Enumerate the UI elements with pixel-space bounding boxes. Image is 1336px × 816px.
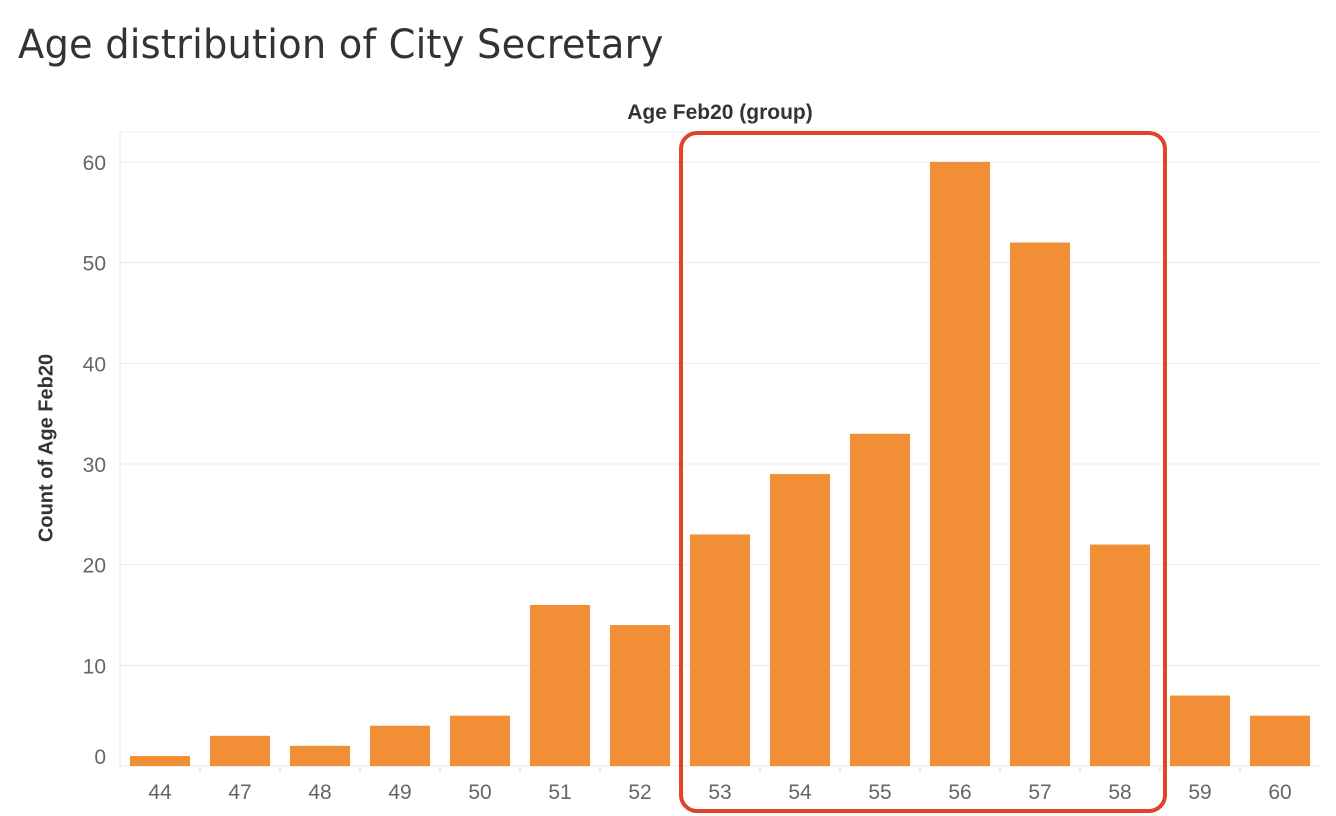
bar-57 [1010, 242, 1070, 767]
x-tick-label-60: 60 [1268, 781, 1291, 804]
bar-58 [1090, 544, 1150, 766]
x-tick-label-51: 51 [548, 781, 571, 804]
y-tick-label: 60 [83, 152, 106, 175]
x-tick-label-53: 53 [708, 781, 731, 804]
bar-52 [610, 625, 670, 766]
y-tick-label: 10 [83, 655, 106, 678]
y-tick-label: 20 [83, 555, 106, 578]
x-tick-label-54: 54 [788, 781, 812, 804]
bar-59 [1170, 695, 1230, 766]
chart-title: Age distribution of City Secretary [18, 22, 664, 68]
bar-53 [690, 534, 750, 766]
x-tick-label-49: 49 [388, 781, 411, 804]
bar-48 [290, 745, 350, 766]
x-tick-label-48: 48 [308, 781, 331, 804]
bar-60 [1250, 715, 1310, 766]
highlight-box [679, 131, 1167, 813]
x-tick-label-52: 52 [628, 781, 651, 804]
bar-54 [770, 474, 830, 766]
x-tick-label-44: 44 [148, 781, 172, 804]
y-tick-label: 40 [83, 353, 106, 376]
x-tick-label-50: 50 [468, 781, 491, 804]
x-tick-label-58: 58 [1108, 781, 1131, 804]
y-tick-label: 50 [83, 253, 106, 276]
bar-56 [930, 162, 990, 766]
bar-55 [850, 433, 910, 766]
bar-47 [210, 735, 270, 766]
bar-51 [530, 604, 590, 766]
x-tick-label-59: 59 [1188, 781, 1211, 804]
x-tick-label-57: 57 [1028, 781, 1051, 804]
bar-50 [450, 715, 510, 766]
x-tick-label-56: 56 [948, 781, 971, 804]
y-tick-label: 30 [83, 454, 106, 477]
y-tick-label: 0 [94, 746, 106, 769]
bar-49 [370, 725, 430, 766]
x-tick-label-47: 47 [228, 781, 251, 804]
bar-44 [130, 755, 190, 766]
x-axis-header-label: Age Feb20 (group) [627, 101, 813, 124]
x-tick-label-55: 55 [868, 781, 891, 804]
